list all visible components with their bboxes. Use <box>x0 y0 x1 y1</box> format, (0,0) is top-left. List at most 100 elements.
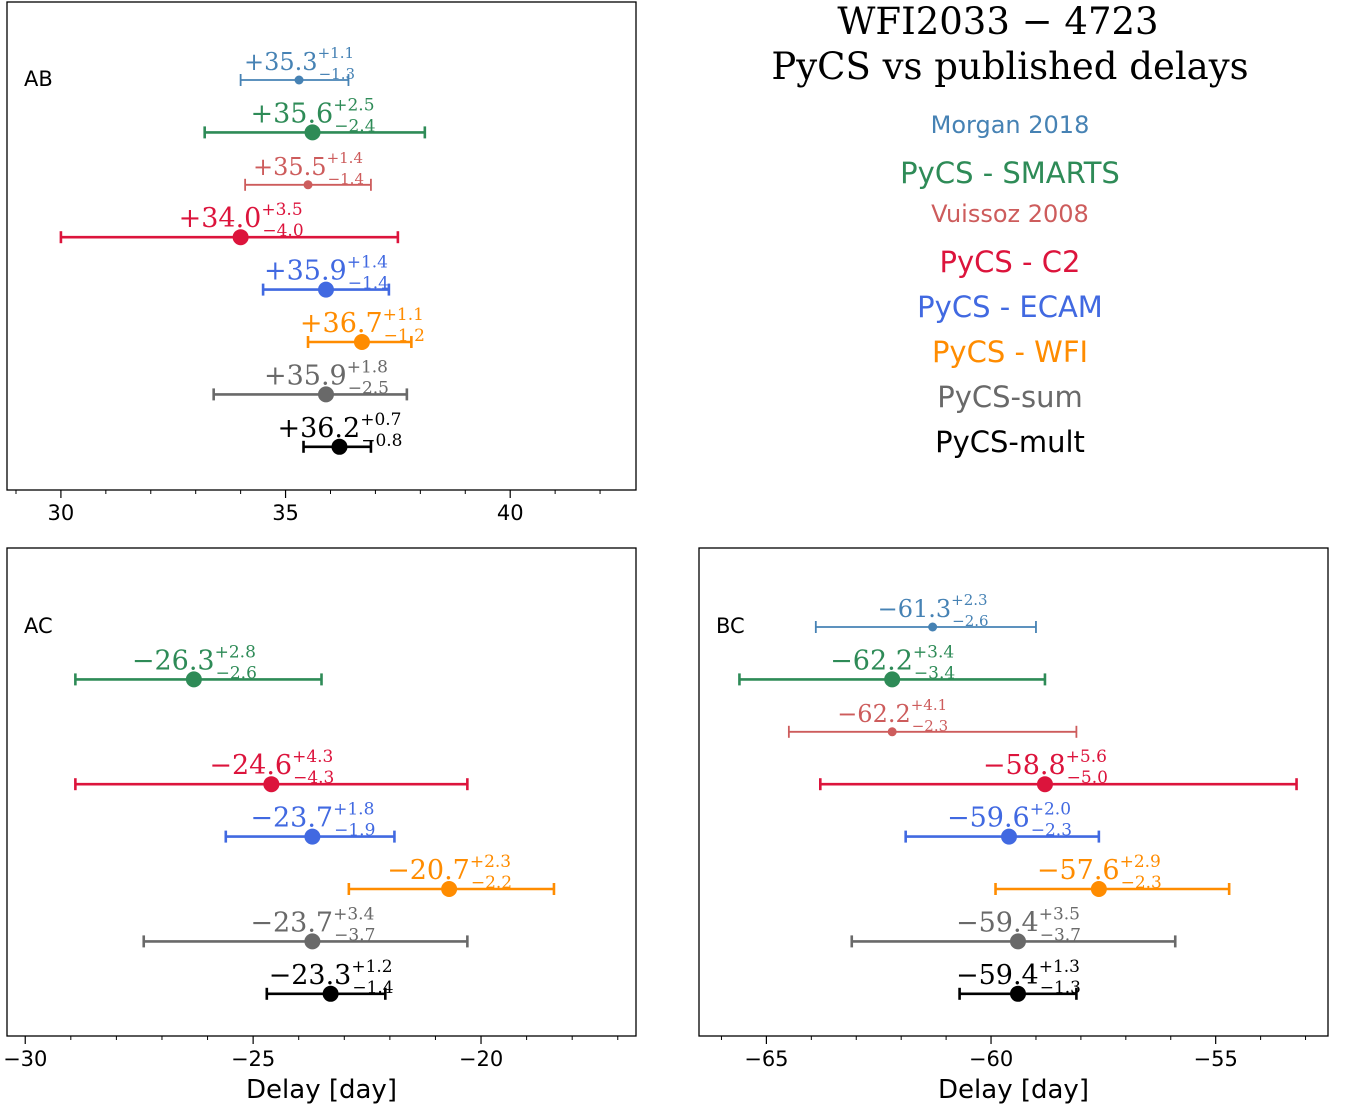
value-label-minus: −2.6 <box>216 663 257 683</box>
legend-entry-pycs-sum: PyCS-sum <box>937 380 1083 414</box>
series-vuissoz-2008: +35.5+1.4−1.4 <box>244 149 372 191</box>
series-vuissoz-2008: −62.2+4.1−2.3 <box>787 696 1078 738</box>
series-morgan-2018: −61.3+2.3−2.6 <box>814 591 1037 633</box>
value-label-minus: −3.7 <box>1040 925 1081 945</box>
value-label: −58.8+5.6 <box>983 747 1107 781</box>
data-point <box>1001 828 1018 845</box>
value-label-minus: −3.4 <box>914 663 955 683</box>
value-label-minus: −2.3 <box>912 717 948 735</box>
value-label-minus: −1.9 <box>334 821 375 841</box>
value-label-minus: −2.6 <box>952 612 988 630</box>
value-label: −23.7+3.4 <box>250 904 374 938</box>
series-pycs-sum: −59.4+3.5−3.7 <box>850 904 1177 950</box>
figure-title-line1: WFI2033 − 4723 <box>837 0 1158 43</box>
data-point <box>294 75 304 85</box>
value-label: +34.0+3.5 <box>179 200 303 234</box>
series-pycs-wfi: −20.7+2.3−2.2 <box>347 852 556 897</box>
value-label-minus: −1.4 <box>352 978 393 998</box>
x-tick-label: −30 <box>3 1047 47 1071</box>
value-label: +35.9+1.4 <box>264 253 388 287</box>
data-point <box>1009 933 1026 950</box>
legend-entry-pycs-smarts: PyCS - SMARTS <box>900 156 1120 190</box>
plot-frame <box>6 1 637 491</box>
data-point <box>303 180 313 190</box>
series-morgan-2018: +35.3+1.1−1.3 <box>239 44 355 86</box>
data-point <box>304 933 321 950</box>
legend-entry-pycs-c2: PyCS - C2 <box>940 245 1081 279</box>
data-point <box>1036 776 1053 793</box>
x-tick-label: −20 <box>459 1047 503 1071</box>
series-pycs-sum: −23.7+3.4−3.7 <box>142 904 469 950</box>
series-pycs-smarts: −26.3+2.8−2.6 <box>74 642 323 688</box>
panel-ac: AC −30 −25 −20 Delay [day] −26.3+2.8−2.6 −24.6… <box>3 547 637 1105</box>
series-pycs-mult: −23.3+1.2−1.4 <box>265 957 394 1002</box>
x-tick-label: −65 <box>744 1047 788 1071</box>
value-label: −57.6+2.9 <box>1037 852 1161 886</box>
series-pycs-c2: −58.8+5.6−5.0 <box>819 747 1298 793</box>
value-label: −62.2+4.1 <box>837 696 947 728</box>
data-point <box>441 881 458 897</box>
panel-label-ab: AB <box>24 67 53 91</box>
data-point <box>185 671 202 688</box>
data-point <box>263 776 280 793</box>
panel-ab: AB 30 35 40 +35.3+1.1−1.3 +35.6+2.5−2.4 +35.5+… <box>6 1 637 525</box>
series-pycs-ecam: +35.9+1.4−1.4 <box>261 253 391 298</box>
legend-entry-pycs-ecam: PyCS - ECAM <box>917 290 1103 324</box>
panel-bc: BC −65 −60 −55 Delay [day] −61.3+2.3−2.6 −62.2… <box>698 547 1329 1105</box>
series-pycs-smarts: +35.6+2.5−2.4 <box>203 95 427 141</box>
series-pycs-mult: −59.4+1.3−1.3 <box>956 957 1081 1002</box>
data-point <box>322 985 339 1002</box>
data-point <box>884 671 901 688</box>
legend: Morgan 2018 PyCS - SMARTS Vuissoz 2008 P… <box>900 111 1120 459</box>
data-point <box>317 386 334 403</box>
x-tick-label: 35 <box>272 501 299 525</box>
value-label: +35.9+1.8 <box>264 357 388 391</box>
series-pycs-wfi: −57.6+2.9−2.3 <box>994 852 1231 897</box>
value-label-minus: −4.3 <box>293 768 334 788</box>
legend-entry-morgan-2018: Morgan 2018 <box>931 111 1090 139</box>
value-label: +35.6+2.5 <box>250 95 374 129</box>
value-label-minus: −2.4 <box>334 116 375 136</box>
series-pycs-smarts: −62.2+3.4−3.4 <box>738 642 1047 688</box>
value-label: −26.3+2.8 <box>132 642 256 676</box>
data-point <box>304 828 321 845</box>
data-point <box>317 281 334 298</box>
value-label: −24.6+4.3 <box>209 747 333 781</box>
figure-title-line2: PyCS vs published delays <box>771 45 1248 88</box>
value-label: −59.6+2.0 <box>947 800 1071 834</box>
x-tick-label: 30 <box>48 501 75 525</box>
value-label: −59.4+3.5 <box>956 904 1080 938</box>
data-point <box>331 438 348 455</box>
data-point <box>928 622 938 632</box>
series-pycs-ecam: −23.7+1.8−1.9 <box>224 800 396 845</box>
value-label-minus: −2.3 <box>1121 873 1162 893</box>
value-label: −23.3+1.2 <box>269 957 393 991</box>
value-label-minus: −4.0 <box>262 221 303 241</box>
x-tick-label: 40 <box>497 501 524 525</box>
value-label-minus: −2.5 <box>348 378 389 398</box>
value-label-minus: −1.3 <box>319 65 355 83</box>
panel-label-bc: BC <box>716 614 745 638</box>
value-label-minus: −1.3 <box>1040 978 1081 998</box>
value-label: −23.7+1.8 <box>250 800 374 834</box>
data-point <box>304 124 321 141</box>
x-tick-label: −25 <box>231 1047 275 1071</box>
value-label-minus: −1.2 <box>384 326 425 346</box>
value-label-minus: −0.8 <box>361 431 402 451</box>
value-label: −59.4+1.3 <box>956 957 1080 991</box>
series-pycs-wfi: +36.7+1.1−1.2 <box>300 305 425 350</box>
legend-entry-vuissoz-2008: Vuissoz 2008 <box>931 200 1089 228</box>
x-tick-label: −55 <box>1194 1047 1238 1071</box>
data-point <box>887 727 897 737</box>
value-label-minus: −2.3 <box>1031 821 1072 841</box>
value-label-minus: −1.4 <box>328 170 364 188</box>
value-label: −62.2+3.4 <box>830 642 954 676</box>
data-point <box>1009 985 1026 1002</box>
plot-frame <box>6 547 637 1037</box>
value-label: −20.7+2.3 <box>387 852 511 886</box>
data-point <box>232 229 249 246</box>
series-pycs-ecam: −59.6+2.0−2.3 <box>904 800 1101 845</box>
series-pycs-sum: +35.9+1.8−2.5 <box>212 357 409 403</box>
plot-frame <box>698 547 1329 1037</box>
